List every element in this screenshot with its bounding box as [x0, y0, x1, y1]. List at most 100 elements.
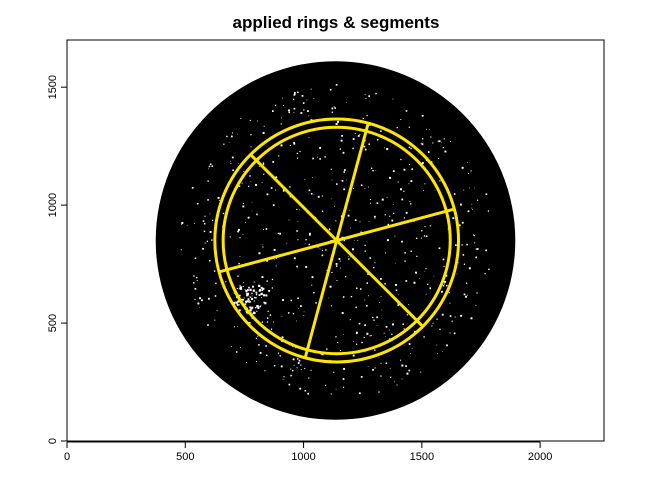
- speck: [249, 300, 251, 303]
- speck: [424, 183, 426, 185]
- speck: [429, 287, 431, 290]
- speck: [288, 383, 291, 386]
- speck: [349, 319, 351, 321]
- speck: [251, 292, 253, 295]
- speck: [206, 240, 209, 243]
- speck: [286, 242, 288, 244]
- speck: [408, 183, 410, 185]
- speck: [358, 392, 361, 395]
- speck: [466, 294, 468, 296]
- speck: [253, 300, 255, 302]
- speck: [239, 255, 241, 257]
- speck: [385, 326, 388, 328]
- speck: [389, 368, 391, 369]
- speck: [251, 210, 253, 212]
- x-tick-label: 1500: [410, 451, 434, 463]
- speck: [247, 288, 249, 290]
- speck: [289, 144, 291, 147]
- speck: [352, 138, 355, 140]
- speck: [231, 132, 233, 134]
- speck: [410, 203, 412, 205]
- speck: [306, 99, 308, 101]
- speck: [288, 109, 290, 112]
- speck: [310, 88, 312, 90]
- speck: [405, 110, 408, 112]
- speck: [340, 139, 343, 142]
- speck: [389, 376, 392, 379]
- speck: [378, 391, 380, 393]
- speck: [375, 92, 377, 95]
- speck: [389, 215, 391, 217]
- speck: [330, 168, 332, 170]
- speck: [203, 222, 206, 225]
- speck: [288, 219, 290, 221]
- speck: [331, 111, 333, 113]
- speck: [343, 367, 345, 370]
- speck: [209, 163, 212, 166]
- speck: [354, 240, 355, 242]
- speck: [238, 309, 241, 312]
- speck: [383, 332, 385, 334]
- speck: [292, 358, 295, 361]
- speck: [429, 225, 431, 227]
- speck: [249, 309, 252, 312]
- speck: [376, 325, 378, 326]
- speck: [238, 185, 241, 188]
- speck: [409, 201, 411, 203]
- speck: [230, 346, 232, 348]
- speck: [260, 292, 263, 296]
- speck: [270, 187, 273, 189]
- speck: [290, 374, 292, 377]
- speck: [303, 109, 305, 111]
- speck: [194, 257, 197, 259]
- speck: [309, 234, 311, 236]
- speck: [359, 288, 362, 290]
- speck: [292, 313, 295, 315]
- speck: [274, 104, 277, 107]
- speck: [443, 265, 445, 267]
- speck: [261, 182, 263, 184]
- speck: [252, 285, 254, 288]
- speck: [442, 285, 445, 287]
- speck: [444, 280, 446, 283]
- speck: [297, 221, 299, 222]
- speck: [296, 208, 298, 210]
- speck: [208, 165, 211, 168]
- speck: [465, 295, 467, 298]
- speck: [324, 384, 327, 387]
- speck: [376, 202, 379, 205]
- speck: [319, 248, 321, 250]
- speck: [250, 297, 254, 301]
- speck: [209, 213, 211, 215]
- speck: [404, 252, 406, 254]
- speck: [282, 299, 284, 302]
- speck: [270, 328, 273, 330]
- speck: [194, 298, 196, 300]
- speck: [262, 162, 265, 164]
- y-tick-label: 0: [47, 438, 59, 444]
- speck: [258, 165, 260, 167]
- speck: [256, 310, 258, 312]
- speck: [474, 187, 475, 189]
- speck: [242, 285, 244, 288]
- speck: [281, 315, 283, 317]
- segment-spoke-4: [218, 239, 338, 274]
- speck: [214, 295, 217, 297]
- speck: [204, 215, 206, 217]
- speck: [233, 303, 236, 305]
- speck: [352, 248, 354, 251]
- speck: [464, 294, 466, 296]
- speck: [196, 280, 198, 282]
- speck: [368, 143, 370, 145]
- speck: [463, 293, 466, 296]
- speck: [330, 393, 332, 395]
- speck: [471, 207, 473, 209]
- speck: [357, 134, 360, 137]
- speck: [300, 369, 302, 371]
- speck: [245, 292, 248, 294]
- speck: [203, 230, 206, 233]
- speck: [449, 315, 452, 317]
- speck: [243, 170, 245, 172]
- speck: [248, 286, 250, 289]
- speck: [297, 91, 299, 94]
